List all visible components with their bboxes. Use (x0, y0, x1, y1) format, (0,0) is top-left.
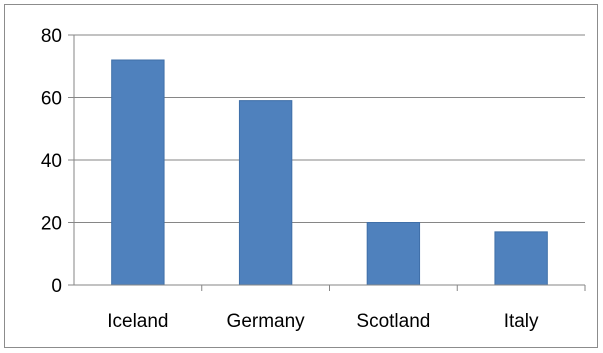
bar-iceland (111, 59, 165, 286)
x-tick-label-scotland: Scotland (356, 311, 430, 332)
bar-scotland (366, 222, 421, 286)
tick-labels: 0 20 40 60 80 Iceland Germany Scotland Italy (41, 26, 539, 332)
y-tick-label: 40 (41, 151, 62, 172)
bar-germany (238, 100, 293, 286)
axes (68, 34, 586, 291)
x-tick-label-italy: Italy (504, 311, 539, 332)
bars (111, 59, 548, 286)
x-tick-label-iceland: Iceland (107, 311, 168, 332)
x-tick-label-germany: Germany (227, 311, 306, 332)
y-tick-label: 80 (41, 26, 62, 47)
bar-italy (494, 231, 548, 286)
y-tick-label: 0 (51, 276, 62, 297)
chart-frame (4, 4, 598, 348)
y-tick-label: 60 (41, 89, 62, 110)
y-tick-label: 20 (41, 214, 62, 235)
